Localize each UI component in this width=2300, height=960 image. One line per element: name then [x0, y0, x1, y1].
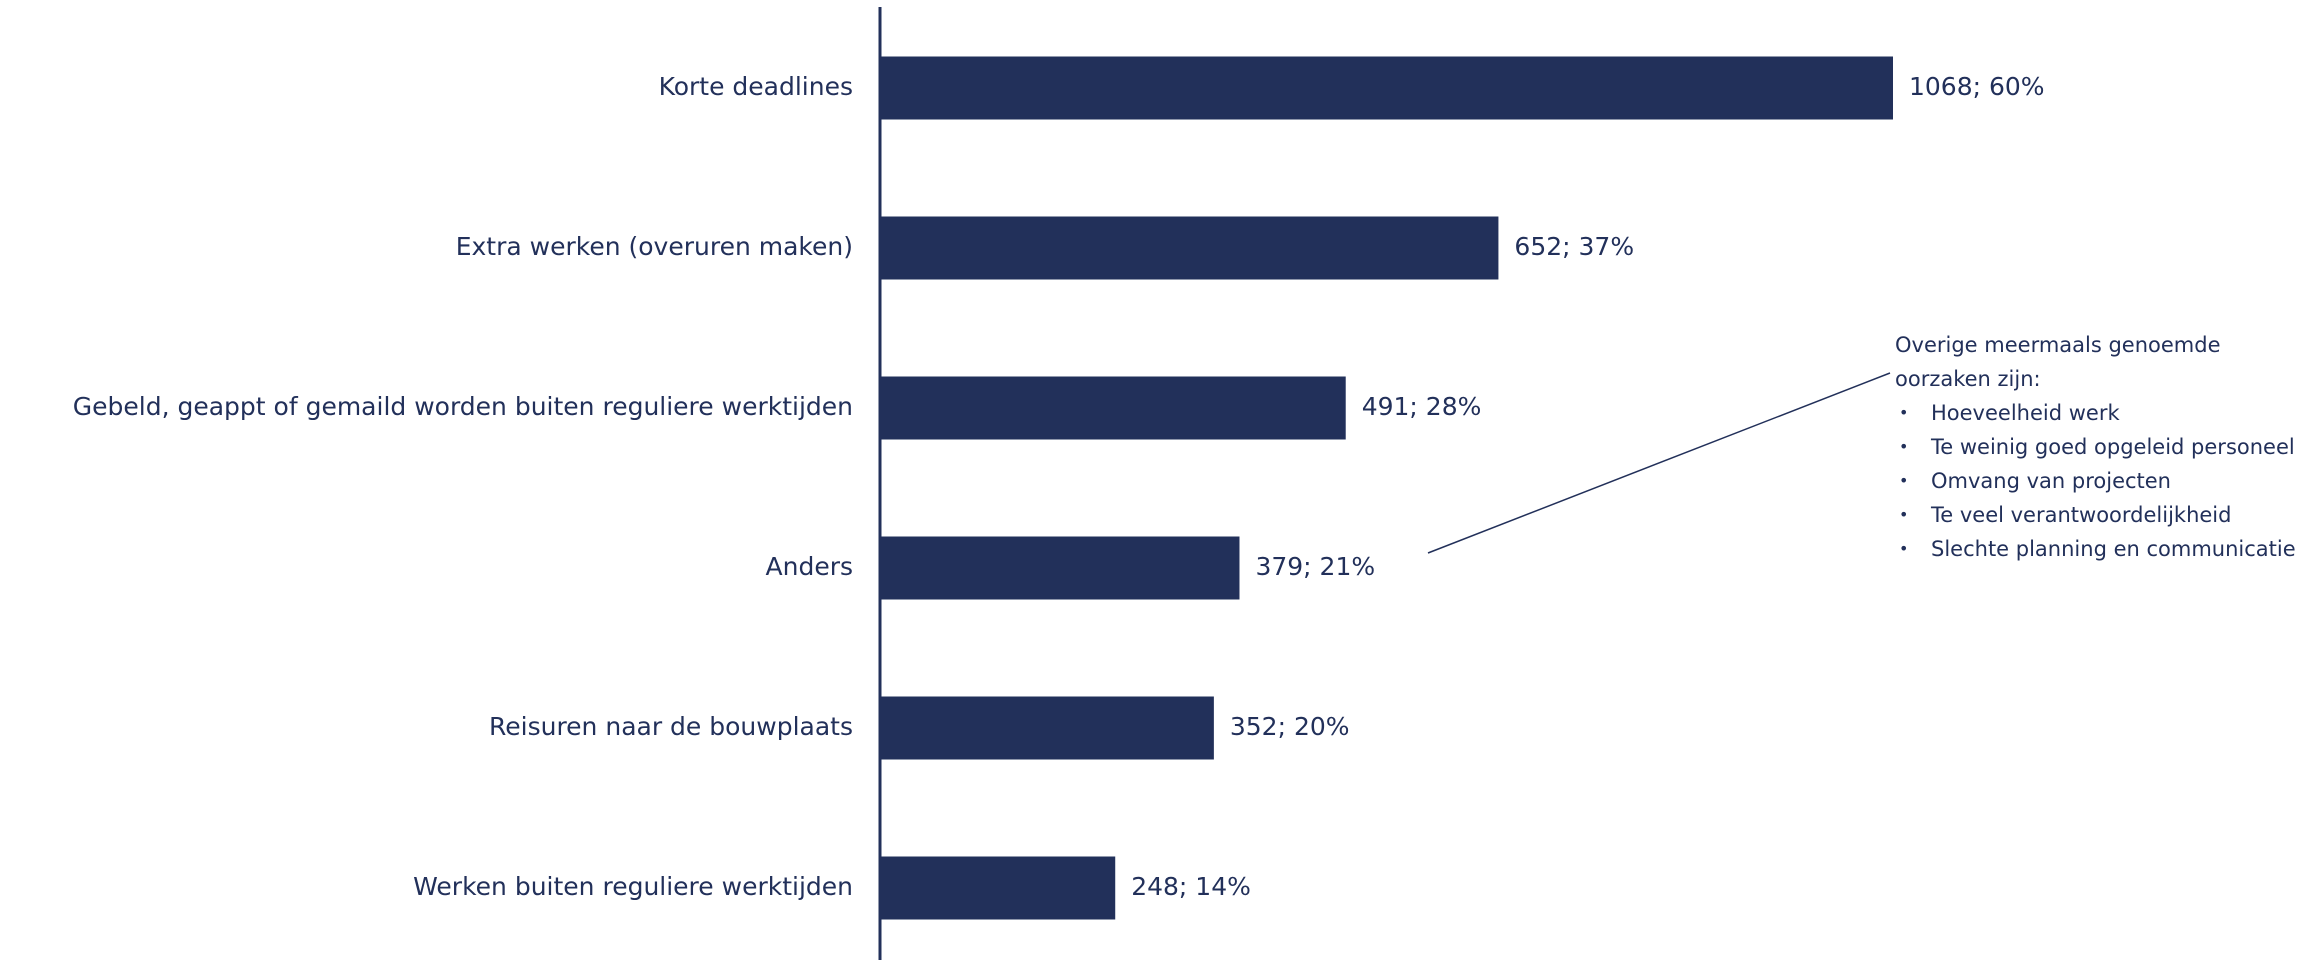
- annotation-list: Hoeveelheid werkTe weinig goed opgeleid …: [1895, 396, 2298, 566]
- annotation-item: Hoeveelheid werk: [1895, 396, 2298, 430]
- bar: [880, 376, 1346, 440]
- value-label: 352; 20%: [1230, 712, 1350, 741]
- annotation-item: Te veel verantwoordelijkheid: [1895, 498, 2298, 532]
- bar: [880, 216, 1499, 280]
- value-label: 491; 28%: [1362, 392, 1482, 421]
- value-label: 652; 37%: [1514, 232, 1634, 261]
- category-label: Extra werken (overuren maken): [456, 232, 853, 261]
- annotation-item: Slechte planning en communicatie: [1895, 532, 2298, 566]
- leader-line: [1427, 372, 1891, 554]
- category-label: Anders: [766, 552, 854, 581]
- bar: [880, 536, 1240, 600]
- annotation: Overige meermaals genoemde oorzaken zijn…: [1895, 328, 2298, 566]
- value-label: 1068; 60%: [1909, 72, 2045, 101]
- annotation-item: Omvang van projecten: [1895, 464, 2298, 498]
- category-label: Gebeld, geappt of gemaild worden buiten …: [73, 392, 853, 421]
- value-label: 248; 14%: [1131, 872, 1251, 901]
- annotation-title: Overige meermaals genoemde oorzaken zijn…: [1895, 333, 2221, 391]
- category-label: Korte deadlines: [659, 72, 853, 101]
- bar: [880, 856, 1116, 920]
- category-label: Werken buiten reguliere werktijden: [413, 872, 853, 901]
- annotation-item: Te weinig goed opgeleid personeel: [1895, 430, 2298, 464]
- bar: [880, 56, 1893, 120]
- category-label: Reisuren naar de bouwplaats: [489, 712, 853, 741]
- value-label: 379; 21%: [1255, 552, 1375, 581]
- bar: [880, 696, 1214, 760]
